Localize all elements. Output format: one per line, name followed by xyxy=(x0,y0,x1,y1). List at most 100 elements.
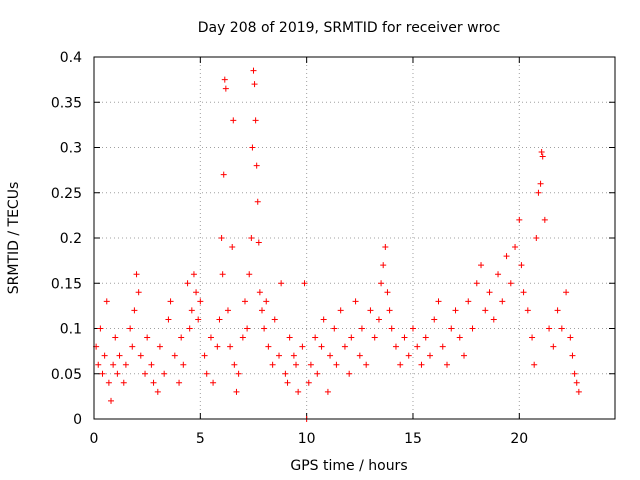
data-point xyxy=(499,298,506,305)
data-point xyxy=(533,235,540,241)
data-point xyxy=(341,343,348,350)
data-point xyxy=(282,370,289,377)
data-point xyxy=(367,307,374,314)
data-point xyxy=(258,307,265,314)
data-point xyxy=(188,307,195,314)
data-point xyxy=(253,162,260,169)
data-point xyxy=(409,325,416,332)
data-point xyxy=(512,244,519,251)
data-point xyxy=(569,352,576,359)
data-point xyxy=(397,361,404,368)
plot-frame xyxy=(93,56,616,420)
data-point xyxy=(465,298,472,305)
data-point xyxy=(358,325,365,332)
data-points xyxy=(93,67,582,422)
data-point xyxy=(150,379,157,386)
data-point xyxy=(246,271,253,278)
data-point xyxy=(503,253,510,260)
data-point xyxy=(255,239,262,246)
data-point xyxy=(380,262,387,269)
data-point xyxy=(176,379,183,386)
data-point xyxy=(299,343,306,350)
data-point xyxy=(144,334,151,341)
data-point xyxy=(301,280,308,287)
data-point xyxy=(531,361,538,368)
data-point xyxy=(114,370,121,377)
data-point xyxy=(439,343,446,350)
data-point xyxy=(537,180,544,187)
data-point xyxy=(95,361,102,368)
data-point xyxy=(219,271,226,278)
data-point xyxy=(375,316,382,323)
data-point xyxy=(231,361,238,368)
data-point xyxy=(324,388,331,395)
data-point xyxy=(120,379,127,386)
data-point xyxy=(249,144,256,151)
data-point xyxy=(148,361,155,368)
data-point xyxy=(352,298,359,305)
data-point xyxy=(520,289,527,296)
data-point xyxy=(122,361,129,368)
data-point xyxy=(180,361,187,368)
data-point xyxy=(541,216,548,223)
data-point xyxy=(221,76,228,83)
data-point xyxy=(550,343,557,350)
data-point xyxy=(263,298,270,305)
y-tick-label: 0.05 xyxy=(51,367,82,383)
data-point xyxy=(426,352,433,359)
data-point xyxy=(331,325,338,332)
data-point xyxy=(218,235,225,241)
data-point xyxy=(363,361,370,368)
y-tick-label: 0.2 xyxy=(60,231,82,247)
data-point xyxy=(571,370,578,377)
data-point xyxy=(190,271,197,278)
data-point xyxy=(193,289,200,296)
data-point xyxy=(371,334,378,341)
data-point xyxy=(482,307,489,314)
data-point xyxy=(216,316,223,323)
data-point xyxy=(127,325,134,332)
data-point xyxy=(108,397,115,404)
data-point xyxy=(348,334,355,341)
data-point xyxy=(116,352,123,359)
data-point xyxy=(171,352,178,359)
data-point xyxy=(524,307,531,314)
data-point xyxy=(178,334,185,341)
data-point xyxy=(388,325,395,332)
data-point xyxy=(495,271,502,278)
data-point xyxy=(135,289,142,296)
y-tick-label: 0.25 xyxy=(51,186,82,202)
data-point xyxy=(518,262,525,269)
x-tick-label: 5 xyxy=(196,431,205,447)
data-point xyxy=(203,370,210,377)
data-point xyxy=(516,216,523,223)
data-point xyxy=(507,280,514,287)
data-point xyxy=(414,343,421,350)
y-tick-label: 0.35 xyxy=(51,95,82,111)
x-axis-label: GPS time / hours xyxy=(290,458,407,474)
data-point xyxy=(227,343,234,350)
data-point xyxy=(535,189,542,196)
data-point xyxy=(333,361,340,368)
data-point xyxy=(486,289,493,296)
data-point xyxy=(161,370,168,377)
data-point xyxy=(305,379,312,386)
data-point xyxy=(284,379,291,386)
data-point xyxy=(405,352,412,359)
data-point xyxy=(320,316,327,323)
data-point xyxy=(131,307,138,314)
data-point xyxy=(286,334,293,341)
x-tick-label: 20 xyxy=(510,431,528,447)
data-point xyxy=(97,325,104,332)
data-point xyxy=(563,289,570,296)
data-point xyxy=(256,289,263,296)
y-tick-label: 0.1 xyxy=(60,322,82,338)
y-tick-label: 0.15 xyxy=(51,276,82,292)
data-point xyxy=(201,352,208,359)
data-point xyxy=(337,307,344,314)
data-point xyxy=(469,325,476,332)
data-point xyxy=(422,334,429,341)
x-tick-label: 15 xyxy=(404,431,422,447)
data-point xyxy=(276,352,283,359)
